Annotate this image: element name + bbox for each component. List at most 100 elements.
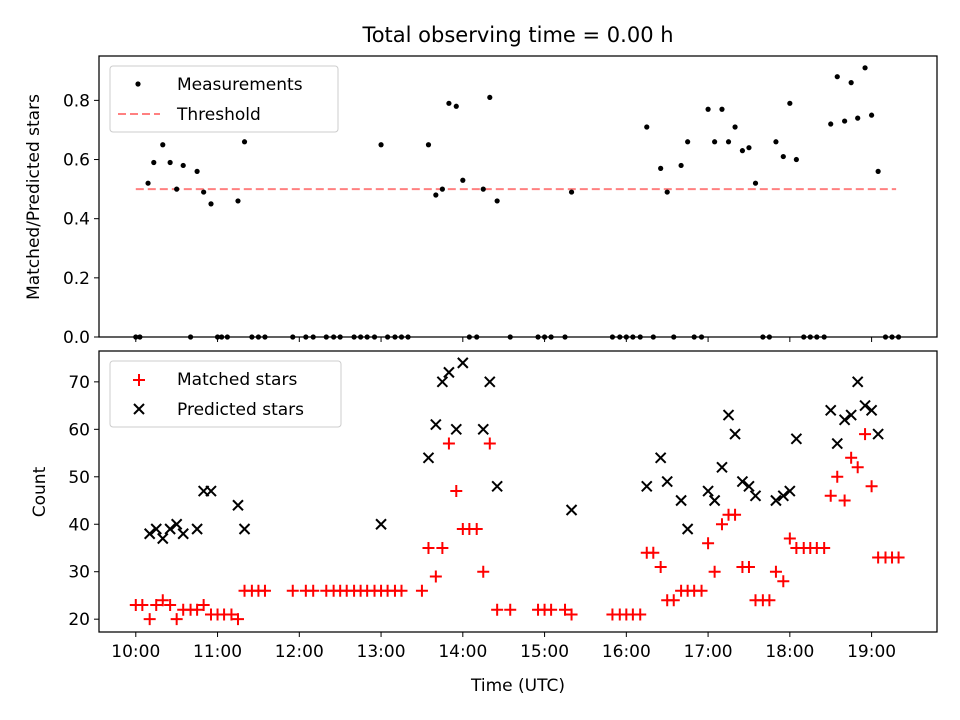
predicted-star-point bbox=[790, 433, 803, 445]
measurement-point bbox=[855, 115, 861, 121]
matched-star-point bbox=[851, 461, 864, 474]
predicted-star-point bbox=[770, 494, 782, 507]
measurement-point bbox=[664, 189, 670, 195]
predicted-star-point bbox=[784, 485, 796, 497]
measurement-point bbox=[685, 139, 691, 145]
x-tick-label: 17:00 bbox=[684, 642, 733, 662]
measurement-point bbox=[433, 192, 439, 198]
matched-star-point bbox=[225, 608, 238, 621]
matched-star-point bbox=[742, 560, 755, 573]
predicted-star-point bbox=[641, 480, 653, 492]
y-tick-label: 0.2 bbox=[63, 269, 90, 289]
predicted-star-point bbox=[736, 475, 749, 488]
measurement-point bbox=[480, 186, 486, 192]
matched-star-point bbox=[442, 437, 455, 450]
y-tick-label: 60 bbox=[68, 420, 90, 440]
legend-measurements-marker bbox=[135, 81, 141, 87]
count-legend: Matched stars Predicted stars bbox=[109, 360, 342, 428]
predicted-star-point bbox=[743, 480, 755, 492]
predicted-star-point bbox=[443, 366, 455, 379]
matched-star-point bbox=[708, 565, 721, 578]
predicted-star-point bbox=[477, 423, 489, 436]
predicted-star-point bbox=[422, 452, 435, 464]
measurement-point bbox=[145, 180, 151, 186]
predicted-star-point bbox=[661, 475, 673, 488]
count-y-axis-label: Count bbox=[30, 466, 50, 517]
measurement-point bbox=[842, 118, 848, 124]
measurement-point bbox=[460, 177, 466, 183]
matched-star-point bbox=[715, 518, 728, 531]
ratio-y-axis-label: Matched/Predicted stars bbox=[24, 94, 44, 300]
matched-star-point bbox=[170, 613, 183, 626]
matched-star-point bbox=[136, 598, 149, 611]
count-x-ticks: 10:00 11:00 12:00 13:00 14:00 15:00 16:00 17:00… bbox=[111, 632, 896, 662]
matched-star-point bbox=[286, 584, 299, 597]
measurement-point bbox=[568, 189, 575, 195]
measurement-point bbox=[378, 142, 384, 148]
measurement-point bbox=[793, 156, 799, 163]
matched-star-point bbox=[559, 603, 572, 616]
predicted-star-point bbox=[430, 418, 442, 431]
measurement-point bbox=[848, 80, 854, 86]
matched-star-point bbox=[415, 584, 428, 597]
matched-star-point bbox=[565, 608, 578, 621]
legend-measurements-label: Measurements bbox=[177, 75, 303, 95]
measurement-point bbox=[862, 65, 868, 71]
measurement-point bbox=[787, 100, 793, 106]
matched-star-point bbox=[763, 594, 776, 607]
ratio-plot-area bbox=[133, 65, 902, 340]
measurement-point bbox=[705, 106, 711, 112]
matched-star-point bbox=[436, 541, 449, 554]
measurement-point bbox=[174, 186, 180, 192]
predicted-star-point bbox=[205, 485, 217, 497]
measurement-point bbox=[780, 153, 786, 160]
count-panel: 10:00 11:00 12:00 13:00 14:00 15:00 16:00 17:00… bbox=[30, 350, 938, 696]
y-tick-label: 30 bbox=[68, 563, 90, 583]
measurement-point bbox=[834, 74, 840, 80]
measurement-point bbox=[425, 142, 432, 148]
predicted-star-point bbox=[675, 494, 687, 507]
measurement-point bbox=[208, 201, 214, 207]
predicted-star-point bbox=[143, 528, 156, 540]
measurement-point bbox=[644, 124, 650, 130]
y-tick-label: 0.4 bbox=[63, 210, 90, 230]
chart-title: Total observing time = 0.00 h bbox=[361, 23, 673, 47]
predicted-star-point bbox=[654, 452, 667, 464]
matched-star-point bbox=[156, 594, 169, 607]
y-tick-label: 20 bbox=[68, 610, 90, 630]
predicted-star-point bbox=[238, 523, 251, 535]
predicted-star-point bbox=[565, 504, 578, 516]
measurement-point bbox=[446, 100, 452, 106]
matched-star-point bbox=[164, 598, 177, 611]
matched-star-point bbox=[769, 565, 782, 578]
predicted-star-point bbox=[191, 523, 203, 535]
legend-predicted-label: Predicted stars bbox=[177, 400, 304, 420]
matched-star-point bbox=[450, 485, 463, 498]
x-tick-label: 11:00 bbox=[193, 642, 242, 662]
predicted-star-point bbox=[164, 523, 176, 535]
measurement-point bbox=[725, 139, 732, 145]
predicted-star-point bbox=[457, 357, 469, 369]
measurement-point bbox=[194, 168, 200, 174]
matched-star-point bbox=[654, 560, 667, 573]
matched-star-point bbox=[667, 594, 680, 607]
measurement-point bbox=[828, 121, 834, 127]
ratio-legend: Measurements Threshold bbox=[109, 65, 339, 133]
predicted-star-point bbox=[157, 532, 169, 545]
y-tick-label: 0.6 bbox=[63, 151, 90, 171]
predicted-star-point bbox=[749, 490, 762, 502]
y-tick-label: 0.0 bbox=[63, 328, 90, 348]
matched-star-point bbox=[422, 541, 435, 554]
measurement-point bbox=[732, 124, 738, 130]
measurement-point bbox=[235, 198, 241, 204]
predicted-star-point bbox=[150, 523, 162, 535]
matched-star-point bbox=[647, 546, 660, 559]
matched-star-point bbox=[231, 613, 244, 626]
matched-star-point bbox=[777, 575, 790, 588]
count-plot-area bbox=[129, 357, 905, 626]
matched-star-point bbox=[818, 541, 831, 554]
measurement-point bbox=[739, 148, 746, 154]
matched-star-point bbox=[429, 570, 442, 583]
matched-star-point bbox=[150, 598, 163, 611]
